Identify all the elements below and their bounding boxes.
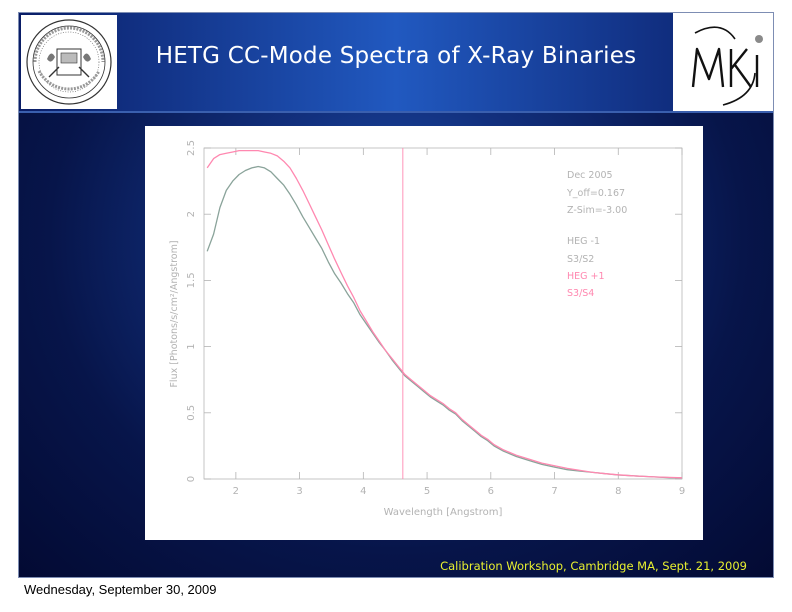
spectrum-plot: 2 3 4 5 6 7 8 9 0 0.5 1 1.5 2 2.5 Wavelength [Angstro…: [169, 140, 685, 518]
slide-title: HETG CC-Mode Spectra of X-Ray Binaries: [155, 43, 637, 69]
annotation-date: Dec 2005: [567, 170, 613, 181]
y-axis-label: Flux [Photons/s/cm²/Angstrom]: [169, 240, 180, 387]
x-tick-label: 7: [551, 486, 557, 497]
annotation-y-offset: Y_off=0.167: [566, 188, 625, 199]
slide-header: [19, 13, 773, 111]
page-date: Wednesday, September 30, 2009: [24, 582, 217, 597]
legend-s3-s4: S3/S4: [567, 288, 594, 299]
legend-heg-minus: HEG -1: [567, 236, 600, 247]
series-line-heg-plus: [206, 149, 683, 479]
x-tick-label: 8: [615, 486, 621, 497]
plot-area: [203, 147, 683, 480]
slide-footer: Calibration Workshop, Cambridge MA, Sept…: [440, 559, 747, 573]
legend-s3-s2: S3/S2: [567, 254, 594, 265]
y-tick-label: 0.5: [186, 405, 197, 421]
y-tick-label: 2: [186, 211, 197, 217]
y-tick-label: 2.5: [186, 140, 197, 156]
mki-logo-icon: [691, 26, 763, 106]
x-tick-label: 2: [233, 486, 239, 497]
x-tick-label: 6: [488, 486, 494, 497]
y-tick-label: 1: [186, 343, 197, 349]
y-tick-label: 1.5: [186, 272, 197, 288]
x-tick-label: 5: [424, 486, 430, 497]
slide: HETG CC-Mode Spectra of X-Ray Binaries 2…: [18, 12, 774, 578]
x-axis-label: Wavelength [Angstrom]: [384, 507, 503, 518]
mki-logo: [673, 13, 773, 111]
y-tick-label: 0: [186, 476, 197, 482]
annotation-z-sim: Z-Sim=-3.00: [567, 205, 627, 216]
x-tick-label: 4: [360, 486, 366, 497]
x-tick-label: 9: [679, 486, 685, 497]
series-line-heg-minus: [206, 165, 683, 479]
x-tick-label: 3: [296, 486, 302, 497]
mit-seal-logo: [21, 15, 117, 109]
header-divider: [19, 111, 773, 113]
legend-heg-plus: HEG +1: [567, 271, 605, 282]
mit-seal-icon: [26, 19, 112, 105]
spectrum-chart: 2 3 4 5 6 7 8 9 0 0.5 1 1.5 2 2.5 Wavelength [Angstro…: [145, 126, 703, 540]
